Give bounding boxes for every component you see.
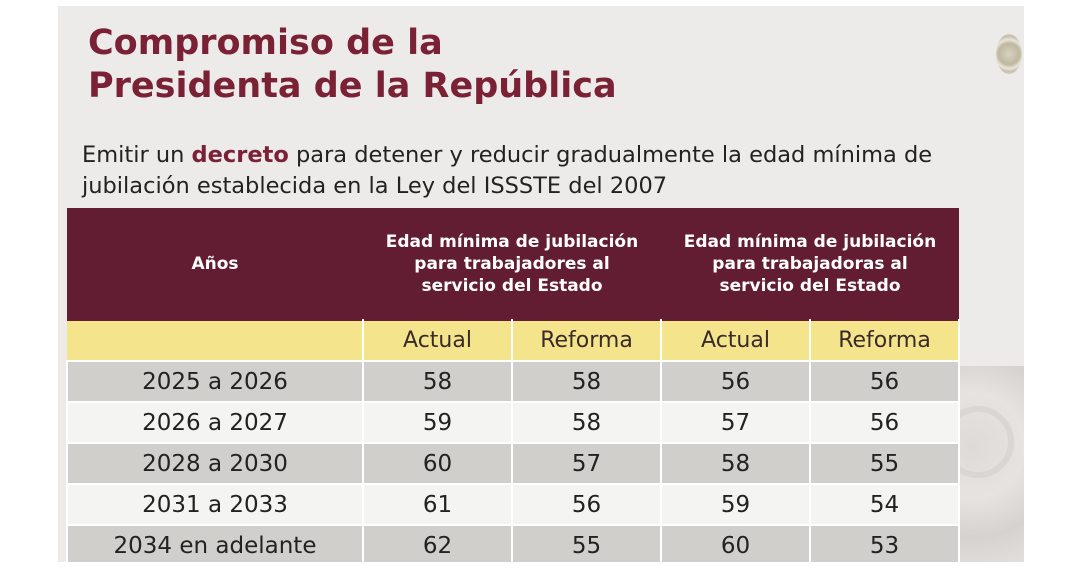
- title-line-2: Presidenta de la República: [88, 66, 617, 106]
- cell-men-actual: 59: [363, 401, 513, 443]
- cell-women-actual: 59: [661, 483, 811, 525]
- retirement-age-table: Años Edad mínima de jubilación para trab…: [66, 208, 960, 562]
- header-years: Años: [67, 208, 363, 320]
- cell-men-reform: 58: [512, 360, 662, 402]
- page-title: Compromiso de la Presidenta de la Repúbl…: [88, 22, 617, 108]
- cell-women-reform: 54: [810, 483, 960, 525]
- cell-men-actual: 58: [363, 360, 513, 402]
- table-row: 2034 en adelante 62 55 60 53: [66, 524, 960, 562]
- table-row: 2026 a 2027 59 58 57 56: [66, 401, 960, 443]
- subtitle: Emitir un decreto para detener y reducir…: [82, 140, 1022, 202]
- cell-men-actual: 62: [363, 524, 513, 562]
- cell-women-reform: 53: [810, 524, 960, 562]
- cell-women-reform: 55: [810, 442, 960, 484]
- subheader-empty: [67, 319, 364, 361]
- header-group-men: Edad mínima de jubilación para trabajado…: [363, 208, 661, 320]
- table-subheader-row: Actual Reforma Actual Reforma: [67, 319, 960, 361]
- cell-years: 2034 en adelante: [66, 524, 364, 562]
- subheader-reform-men: Reforma: [512, 319, 662, 361]
- header-group-women: Edad mínima de jubilación para trabajado…: [661, 208, 959, 320]
- cell-women-reform: 56: [810, 401, 960, 443]
- cell-men-reform: 57: [512, 442, 662, 484]
- cell-years: 2031 a 2033: [66, 483, 364, 525]
- cell-women-actual: 57: [661, 401, 811, 443]
- table-row: 2025 a 2026 58 58 56 56: [66, 360, 960, 402]
- cell-women-actual: 60: [661, 524, 811, 562]
- cell-men-reform: 56: [512, 483, 662, 525]
- subheader-actual-women: Actual: [661, 319, 811, 361]
- cell-men-actual: 60: [363, 442, 513, 484]
- table-header-row: Años Edad mínima de jubilación para trab…: [67, 208, 959, 320]
- slide: Compromiso de la Presidenta de la Repúbl…: [58, 6, 1024, 562]
- title-line-1: Compromiso de la: [88, 23, 443, 63]
- table-row: 2031 a 2033 61 56 59 54: [66, 483, 960, 525]
- cell-women-actual: 58: [661, 442, 811, 484]
- cell-years: 2028 a 2030: [66, 442, 364, 484]
- cell-men-reform: 55: [512, 524, 662, 562]
- subheader-reform-women: Reforma: [810, 319, 960, 361]
- subtitle-text-end: para detener y reducir gradualmente la e…: [82, 142, 933, 199]
- cell-years: 2025 a 2026: [66, 360, 364, 402]
- subtitle-highlight: decreto: [191, 142, 289, 168]
- table-row: 2028 a 2030 60 57 58 55: [66, 442, 960, 484]
- cell-men-reform: 58: [512, 401, 662, 443]
- cell-women-reform: 56: [810, 360, 960, 402]
- cell-women-actual: 56: [661, 360, 811, 402]
- cell-men-actual: 61: [363, 483, 513, 525]
- subtitle-text-start: Emitir un: [82, 142, 192, 168]
- subheader-actual-men: Actual: [363, 319, 513, 361]
- cell-years: 2026 a 2027: [66, 401, 364, 443]
- government-seal-icon: [996, 34, 1022, 74]
